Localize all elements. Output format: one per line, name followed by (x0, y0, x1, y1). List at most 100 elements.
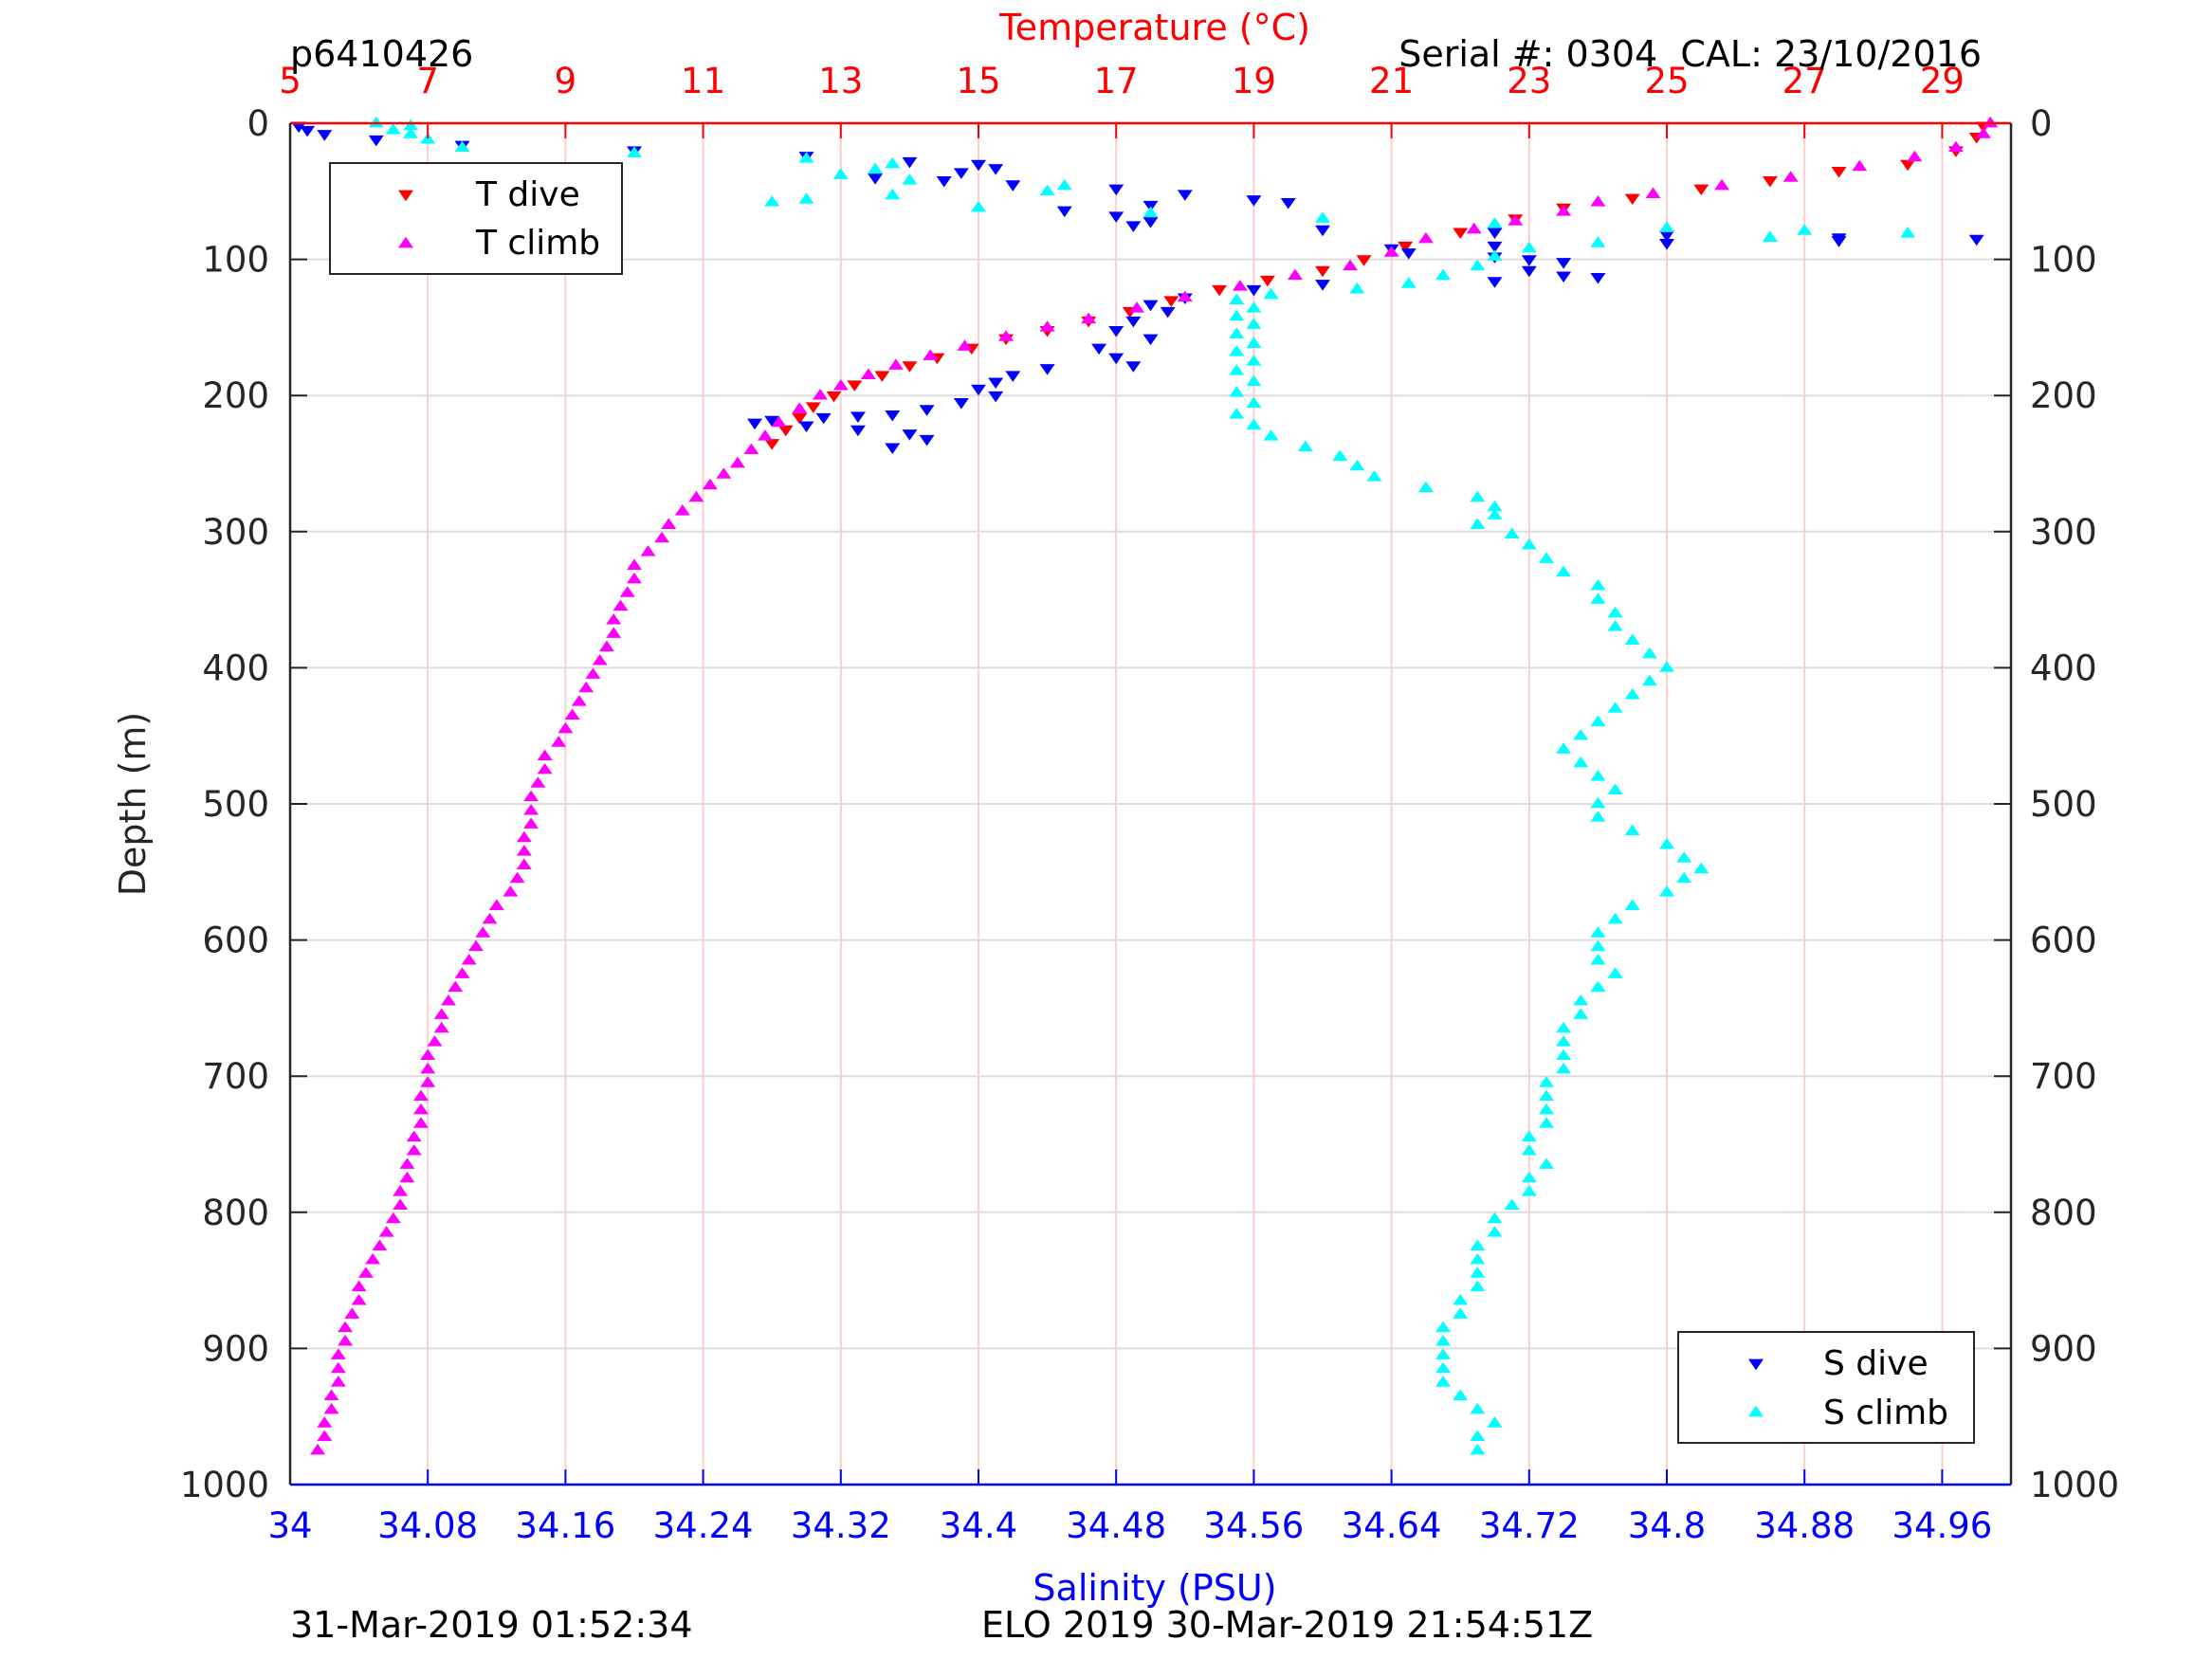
salinity-axis-title: Salinity (PSU) (1033, 1567, 1276, 1609)
data-point (674, 504, 690, 516)
data-point (1556, 271, 1572, 283)
data-point (1676, 871, 1692, 884)
data-point (661, 518, 677, 529)
data-point (1573, 756, 1589, 768)
data-point (1975, 127, 1991, 138)
data-point (406, 1130, 422, 1142)
data-point (1349, 459, 1365, 471)
data-point (1556, 565, 1572, 577)
depth-tick-label-right: 400 (2030, 647, 2097, 688)
data-point (1263, 429, 1279, 441)
depth-tick-label-right: 700 (2030, 1056, 2097, 1097)
data-point (1470, 259, 1486, 271)
data-point (1521, 255, 1537, 266)
data-point (1607, 912, 1623, 924)
depth-tick-label-right: 100 (2030, 240, 2097, 281)
data-point (1590, 579, 1606, 591)
temperature-tick-label: 27 (1782, 61, 1827, 101)
data-point (743, 443, 759, 454)
data-point (1160, 306, 1176, 319)
data-point (1521, 538, 1537, 550)
salinity-tick-label: 34.88 (1754, 1505, 1855, 1546)
data-point (1453, 1293, 1469, 1305)
data-point (1453, 228, 1469, 240)
data-point (1659, 239, 1674, 250)
data-point (523, 817, 539, 829)
data-point (1417, 231, 1434, 244)
data-point (627, 558, 642, 571)
data-point (338, 1335, 354, 1346)
data-point (1624, 824, 1640, 836)
data-point (606, 612, 622, 625)
data-point (385, 1212, 401, 1224)
data-point (1246, 396, 1262, 409)
data-point (1417, 481, 1434, 493)
data-point (338, 1321, 354, 1333)
data-point (330, 1348, 346, 1359)
data-point (551, 736, 567, 747)
data-point (1453, 1389, 1469, 1400)
data-point (385, 122, 401, 135)
data-point (1246, 374, 1262, 387)
data-point (482, 912, 498, 924)
data-point (1332, 449, 1348, 462)
data-point (578, 681, 594, 693)
data-point (1229, 293, 1245, 304)
data-point (488, 899, 504, 911)
data-point (317, 130, 333, 141)
depth-tick-label-right: 1000 (2030, 1465, 2119, 1505)
data-point (1573, 1008, 1589, 1019)
data-point (1315, 280, 1330, 291)
data-point (1229, 364, 1245, 375)
data-point (1246, 318, 1262, 329)
data-point (1659, 885, 1674, 897)
data-point (1398, 241, 1414, 253)
data-point (1246, 284, 1262, 297)
data-point (771, 415, 787, 428)
data-point (1297, 440, 1313, 452)
data-point (1556, 205, 1572, 216)
s-climb-legend-label: S climb (1823, 1394, 1948, 1432)
data-point (1607, 620, 1623, 631)
data-point (412, 1103, 429, 1115)
depth-tick-label-left: 500 (202, 784, 269, 825)
data-point (792, 412, 808, 425)
data-point (1607, 967, 1623, 978)
data-point (1556, 258, 1572, 269)
temperature-tick-label: 29 (1920, 61, 1965, 101)
data-point (433, 1008, 449, 1019)
depth-tick-label-left: 400 (202, 647, 269, 688)
data-point (1125, 361, 1142, 373)
data-point (936, 175, 952, 188)
data-point (850, 411, 866, 423)
data-point (887, 358, 904, 370)
data-point (503, 885, 519, 897)
data-point (393, 1185, 409, 1196)
data-point (1641, 647, 1657, 659)
t-climb-legend-marker (398, 236, 413, 248)
data-point (847, 380, 863, 392)
data-point (988, 391, 1004, 403)
data-point (509, 871, 525, 884)
data-point (1624, 193, 1640, 206)
data-point (640, 545, 656, 556)
data-point (885, 443, 901, 454)
data-point (1229, 309, 1245, 321)
data-point (1487, 1212, 1503, 1224)
data-point (368, 135, 384, 147)
data-point (317, 1416, 333, 1428)
depth-axis-title: Depth (m) (112, 712, 154, 897)
data-point (619, 586, 635, 597)
depth-tick-label-right: 200 (2030, 375, 2097, 416)
data-point (530, 776, 546, 788)
t-dive-legend-label: T dive (475, 175, 580, 214)
data-point (971, 384, 986, 396)
data-point (777, 425, 794, 437)
data-point (971, 159, 986, 172)
data-point (902, 429, 918, 441)
salinity-tick-label: 34 (267, 1505, 312, 1546)
data-point (1229, 408, 1245, 419)
data-point (406, 1143, 422, 1156)
data-point (1590, 236, 1606, 247)
